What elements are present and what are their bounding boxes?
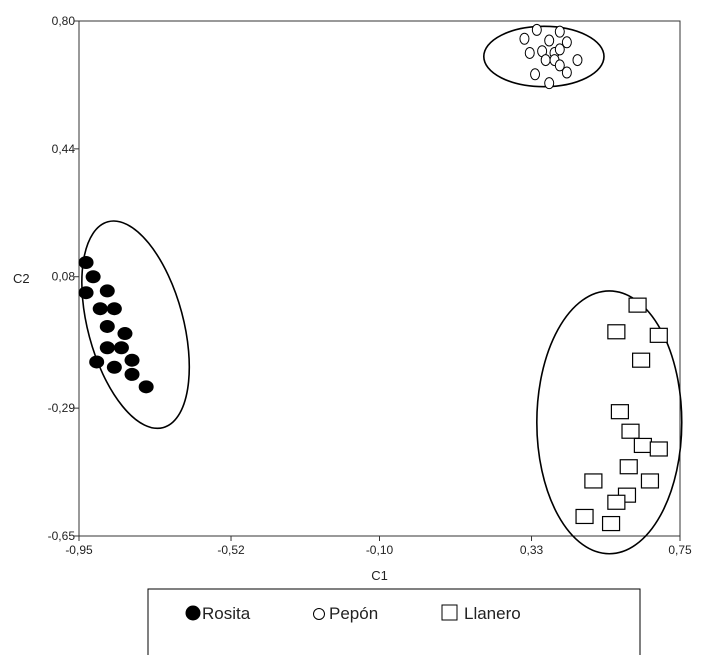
legend-label-pepon: Pepón (329, 604, 378, 623)
x-tick-label: -0,52 (217, 543, 245, 557)
point-series-0-11 (89, 355, 105, 369)
point-series-1-2 (519, 32, 530, 45)
x-tick-label: -0,10 (366, 543, 394, 557)
point-series-2-0 (628, 297, 647, 313)
point-series-2-14 (601, 515, 621, 532)
cluster-ellipse-1 (482, 25, 605, 88)
point-series-0-14 (138, 380, 154, 394)
y-tick-label: -0,65 (48, 529, 76, 543)
point-series-2-4 (610, 404, 630, 420)
y-tick-label: 0,80 (52, 14, 76, 28)
cluster-ellipse-2 (536, 290, 683, 555)
point-series-2-13 (575, 508, 594, 525)
y-tick-label: 0,44 (52, 142, 76, 156)
point-series-1-0 (531, 23, 542, 36)
point-series-1-12 (554, 59, 565, 72)
point-series-2-12 (607, 494, 626, 510)
legend: Rosita Pepón Llanero (147, 588, 641, 655)
cluster-ellipses (81, 25, 683, 555)
point-series-2-7 (649, 441, 668, 457)
point-series-0-13 (124, 367, 140, 381)
point-series-0-7 (117, 327, 133, 341)
point-series-2-1 (607, 324, 626, 340)
legend-label-llanero: Llanero (464, 604, 521, 623)
point-series-1-8 (554, 43, 565, 56)
x-axis-title: C1 (371, 568, 388, 583)
point-series-2-9 (584, 473, 603, 489)
point-series-0-0 (78, 256, 94, 270)
point-series-0-12 (106, 360, 122, 374)
point-series-0-9 (113, 341, 129, 355)
legend-label-rosita: Rosita (202, 604, 251, 623)
point-series-2-10 (640, 473, 660, 489)
legend-box (147, 588, 641, 655)
plot-area (78, 20, 681, 537)
point-series-0-6 (99, 319, 115, 333)
cluster-ellipse-0 (81, 220, 191, 430)
point-series-2-3 (632, 352, 651, 368)
point-series-1-6 (524, 46, 535, 59)
point-series-2-6 (633, 437, 652, 454)
legend-marker-pepon (313, 608, 325, 620)
point-series-0-1 (85, 270, 101, 284)
point-series-0-10 (124, 353, 140, 367)
point-series-0-3 (99, 284, 115, 298)
point-series-1-11 (572, 54, 583, 67)
legend-marker-rosita (185, 605, 201, 621)
x-axis-ticks: -0,95 -0,52 -0,10 0,33 0,75 (65, 536, 692, 557)
point-series-1-15 (544, 77, 555, 90)
data-points (78, 23, 668, 532)
point-series-2-2 (649, 327, 668, 343)
x-tick-label: 0,75 (668, 543, 692, 557)
y-axis-ticks: -0,65 -0,29 0,08 0,44 0,80 (48, 14, 79, 543)
y-tick-label: 0,08 (52, 270, 76, 284)
point-series-2-5 (621, 423, 640, 439)
y-tick-label: -0,29 (48, 401, 76, 415)
point-series-0-2 (78, 286, 94, 300)
point-series-2-8 (619, 459, 638, 475)
x-tick-label: -0,95 (65, 543, 93, 557)
point-series-1-1 (554, 25, 565, 38)
point-series-0-5 (106, 302, 122, 316)
point-series-0-4 (92, 302, 108, 316)
point-series-1-9 (540, 54, 551, 67)
x-tick-label: 0,33 (520, 543, 544, 557)
point-series-0-8 (99, 341, 115, 355)
point-series-1-3 (544, 34, 555, 47)
point-series-1-14 (530, 68, 541, 81)
y-axis-title: C2 (13, 271, 30, 286)
legend-marker-llanero (441, 604, 458, 621)
point-series-1-13 (561, 66, 572, 79)
point-series-1-4 (561, 36, 572, 49)
